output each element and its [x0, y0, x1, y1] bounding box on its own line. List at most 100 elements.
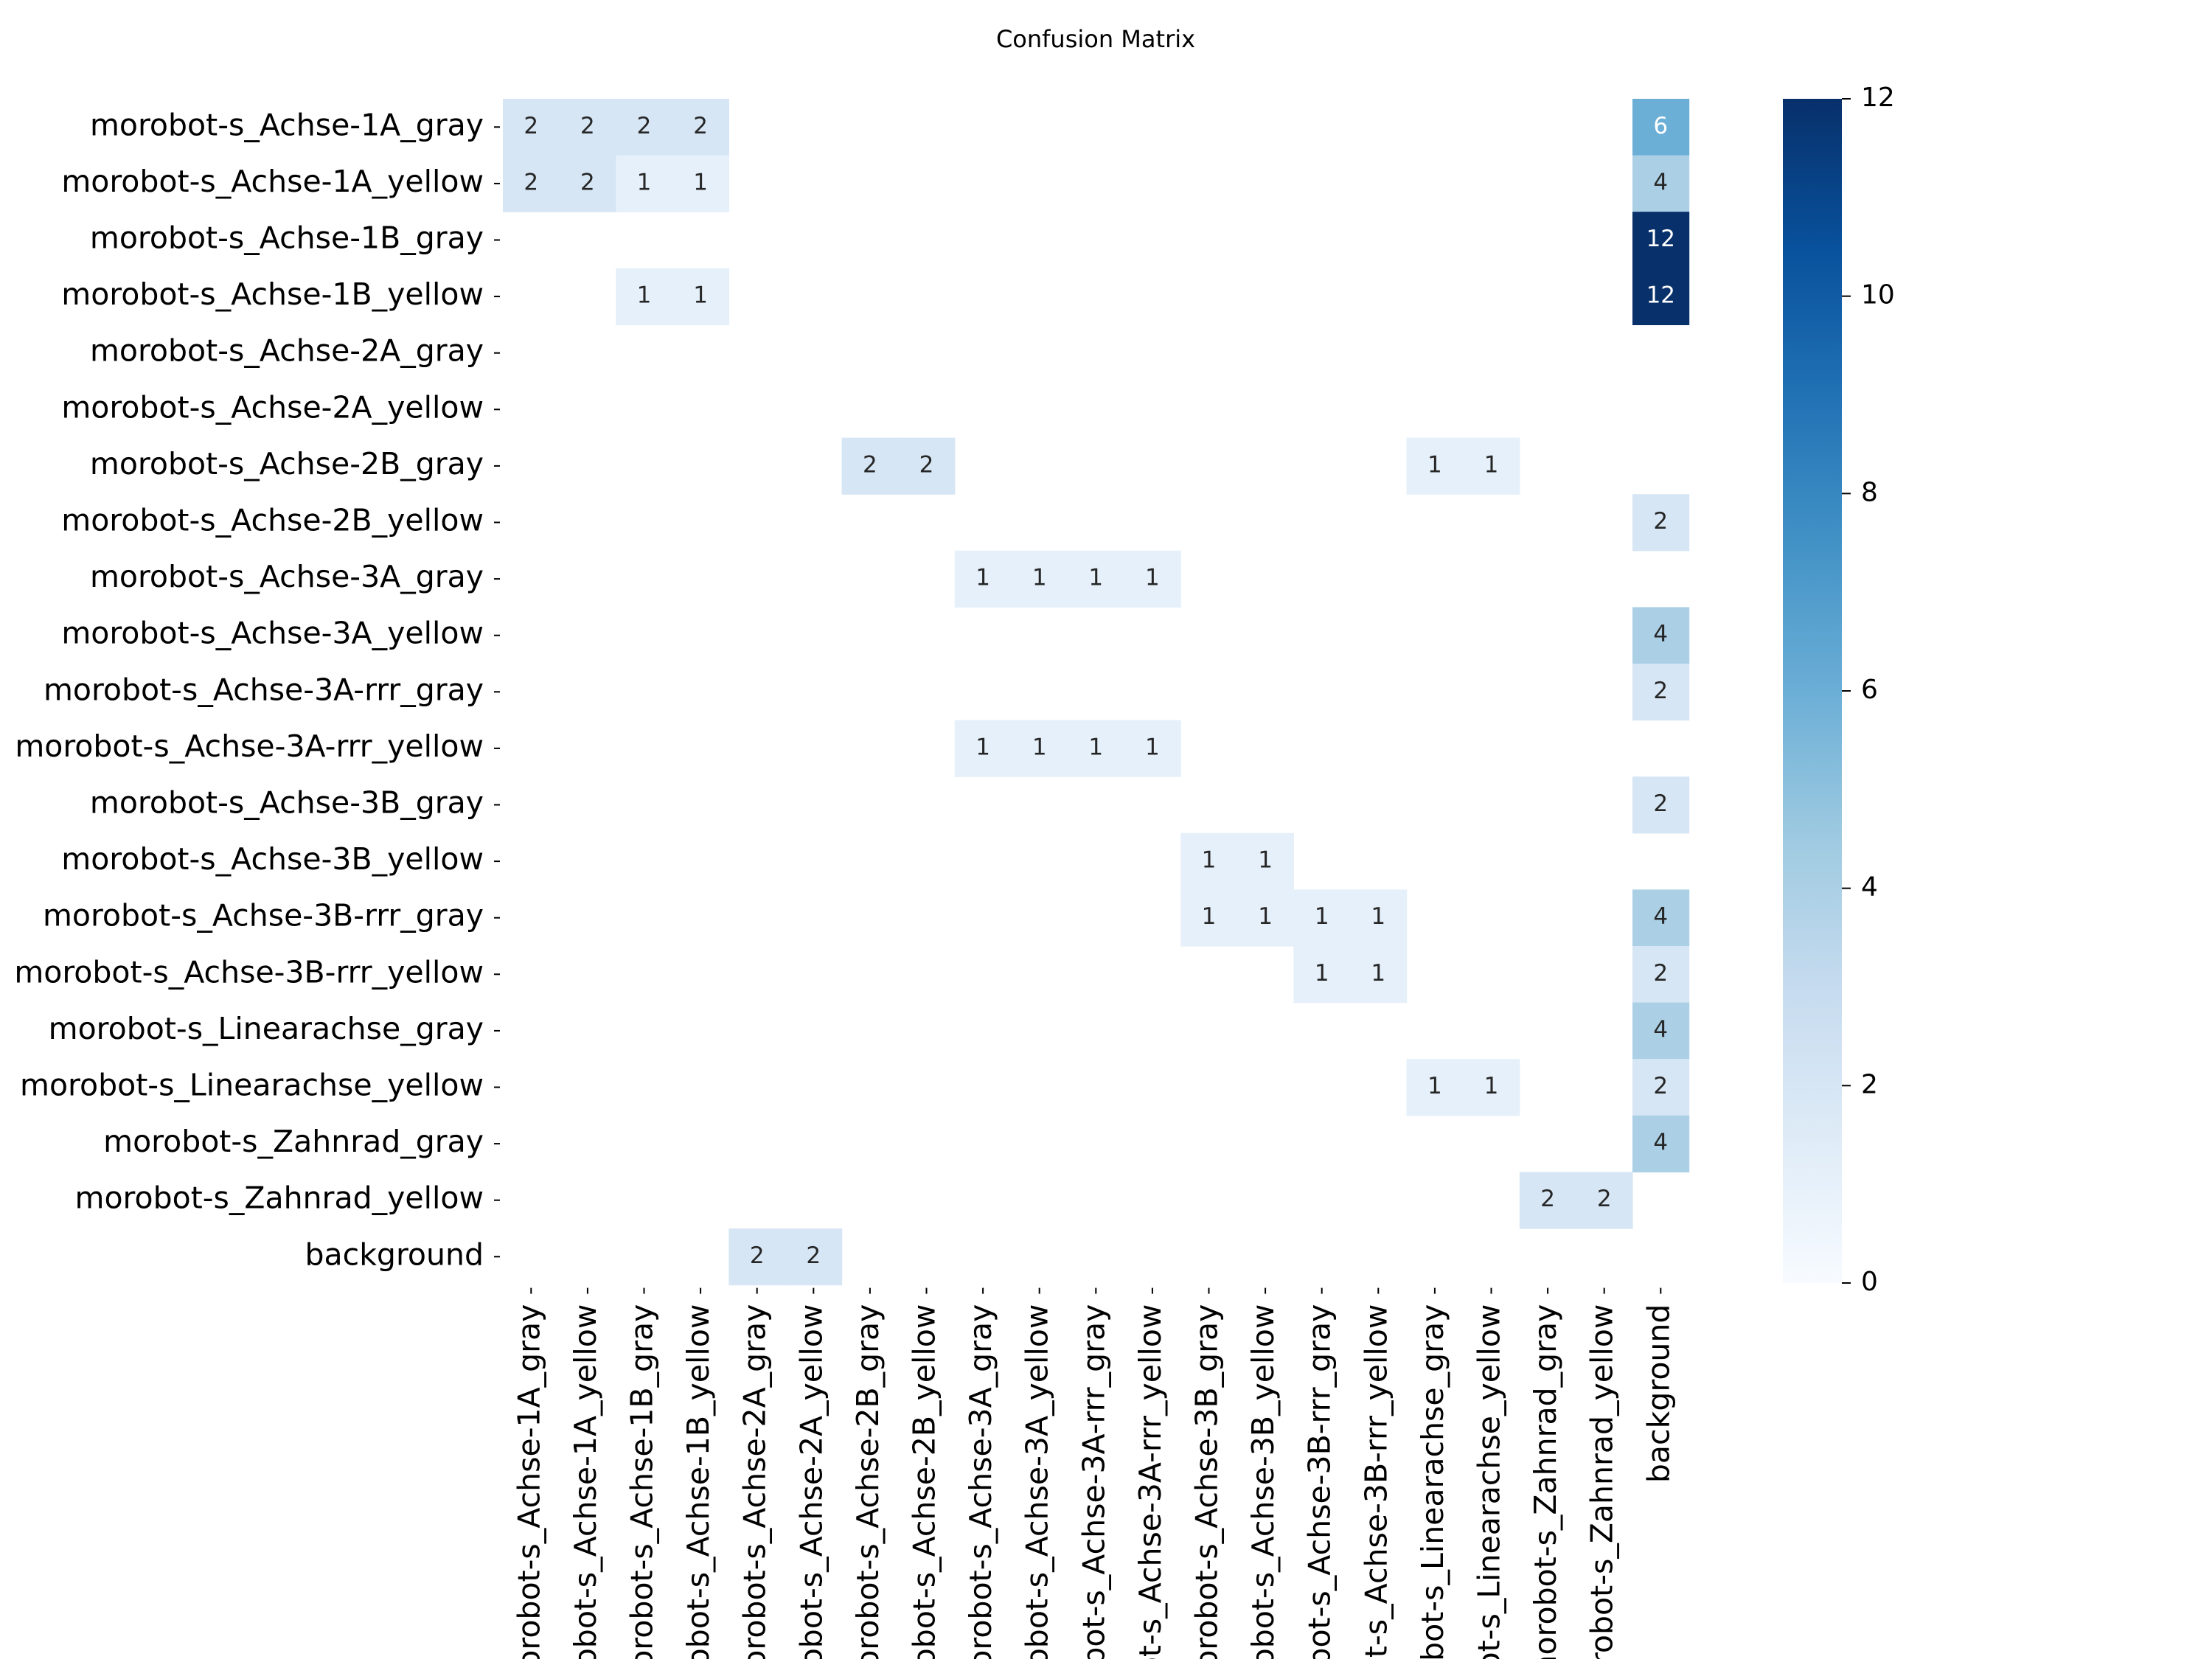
colorbar-tick-label: 12: [1861, 83, 1895, 113]
heatmap-cell: [559, 99, 616, 156]
colorbar-gradient: [1783, 99, 1842, 1283]
column-tick-label: morobot-s_Achse-2A_yellow: [793, 1304, 829, 1659]
heatmap-cell: [1632, 664, 1690, 721]
cell-value-label: 1: [1371, 960, 1385, 987]
heatmap-cell: [672, 268, 729, 325]
heatmap-cell: [1011, 550, 1068, 608]
column-tick-label: morobot-s_Achse-3A-rrr_gray: [1076, 1304, 1111, 1659]
row-tick-label: morobot-s_Achse-1B_gray: [90, 220, 484, 256]
cell-value-label: 4: [1653, 903, 1668, 930]
heatmap-cell: [954, 550, 1012, 608]
row-tick-label: morobot-s_Achse-1A_gray: [90, 107, 484, 142]
cell-value-label: 4: [1653, 621, 1668, 647]
column-tick-label: morobot-s_Achse-1B_gray: [625, 1304, 660, 1659]
heatmap-cell: [1632, 946, 1690, 1004]
heatmap-cell: [1632, 776, 1690, 834]
column-tick-label: morobot-s_Achse-3A_gray: [963, 1304, 998, 1659]
heatmap-cell: [1180, 832, 1238, 890]
column-tick-label: morobot-s_Achse-3B-rrr_gray: [1302, 1304, 1338, 1659]
cell-value-label: 2: [524, 113, 538, 139]
heatmap-cell: [1632, 268, 1690, 325]
heatmap-cell: [1293, 946, 1351, 1004]
heatmap-cell: [1011, 720, 1068, 777]
cell-value-label: 12: [1646, 226, 1675, 252]
column-tick-label: morobot-s_Achse-3B_gray: [1189, 1304, 1225, 1659]
cell-value-label: 2: [806, 1242, 821, 1269]
heatmap-cell: [1632, 212, 1690, 269]
heatmap-cell: [1632, 607, 1690, 664]
row-tick-label: background: [305, 1237, 484, 1272]
heatmap-cell: [728, 1228, 786, 1286]
heatmap-cell: [898, 437, 956, 495]
heatmap-cell: [1237, 832, 1294, 890]
heatmap-cell: [616, 99, 673, 156]
column-tick-label: morobot-s_Achse-3A-rrr_yellow: [1133, 1304, 1168, 1659]
row-tick-label: morobot-s_Linearachse_gray: [49, 1011, 484, 1046]
heatmap-cell: [1632, 99, 1690, 156]
heatmap-cell: [1632, 1002, 1690, 1060]
row-tick-label: morobot-s_Achse-3B-rrr_gray: [43, 898, 484, 933]
cell-value-label: 1: [1371, 903, 1385, 930]
row-tick-label: morobot-s_Achse-3A-rrr_gray: [44, 672, 484, 707]
row-axis: morobot-s_Achse-1A_gray morobot-s_Achse-1…: [14, 107, 500, 1272]
colorbar: 0 2 4 6 8 10 12: [1783, 83, 1895, 1297]
cell-value-label: 1: [637, 169, 652, 195]
column-tick-label: morobot-s_Zahnrad_yellow: [1585, 1304, 1620, 1659]
colorbar-tick-label: 10: [1861, 280, 1895, 310]
cell-value-label: 2: [1653, 1073, 1668, 1099]
cell-value-label: 1: [1145, 565, 1160, 591]
cell-value-label: 2: [524, 169, 538, 195]
cell-value-label: 2: [1653, 790, 1668, 817]
heatmap-cell: [503, 155, 560, 212]
colorbar-tick-label: 8: [1861, 477, 1878, 507]
heatmap-cell: [1124, 550, 1181, 608]
heatmap-cell: [1463, 1059, 1520, 1116]
column-tick-label: morobot-s_Achse-1A_gray: [511, 1304, 546, 1659]
heatmap-cell: [841, 437, 899, 495]
colorbar-tick-label: 6: [1861, 675, 1878, 705]
column-tick-label: morobot-s_Achse-2A_gray: [737, 1304, 773, 1659]
heatmap-cell: [616, 155, 673, 212]
cell-value-label: 4: [1653, 169, 1668, 195]
heatmap-cell: [616, 268, 673, 325]
cell-value-label: 2: [750, 1242, 765, 1269]
heatmap-cell: [1068, 550, 1125, 608]
heatmap-cell: [1519, 1172, 1576, 1229]
cell-value-label: 4: [1653, 1130, 1668, 1156]
heatmap-cell: [1124, 720, 1181, 777]
row-tick-label: morobot-s_Achse-3A_gray: [90, 559, 484, 594]
column-tick-label: morobot-s_Achse-3B-rrr_yellow: [1358, 1304, 1394, 1659]
heatmap-cell: [559, 155, 616, 212]
column-tick-label: morobot-s_Achse-1B_yellow: [681, 1304, 716, 1659]
row-tick-label: morobot-s_Achse-3B_gray: [90, 785, 484, 821]
cell-value-label: 2: [1653, 678, 1668, 704]
heatmap-cell: [1350, 946, 1408, 1004]
cell-value-label: 2: [1653, 960, 1668, 987]
cell-value-label: 1: [975, 565, 990, 591]
heatmap-cell: [1632, 1059, 1690, 1116]
heatmap-cell: [954, 720, 1012, 777]
cell-value-label: 1: [1484, 451, 1499, 478]
heatmap-cells: [503, 99, 1690, 1286]
column-tick-label: morobot-s_Linearachse_yellow: [1472, 1304, 1507, 1659]
cell-value-label: 1: [1427, 451, 1442, 478]
column-tick-label: morobot-s_Achse-3B_yellow: [1245, 1304, 1281, 1659]
row-tick-label: morobot-s_Achse-1A_yellow: [61, 164, 484, 199]
cell-value-label: 1: [1315, 903, 1329, 930]
heatmap-cell: [1180, 889, 1238, 947]
cell-value-label: 4: [1653, 1016, 1668, 1043]
column-tick-label: morobot-s_Achse-2B_yellow: [907, 1304, 942, 1659]
row-tick-label: morobot-s_Achse-3B-rrr_yellow: [14, 954, 484, 990]
cell-value-label: 1: [1427, 1073, 1442, 1099]
cell-value-label: 1: [1258, 847, 1273, 874]
chart-title: Confusion Matrix: [996, 25, 1195, 53]
cell-value-label: 6: [1653, 113, 1668, 139]
cell-value-label: 12: [1646, 282, 1675, 309]
column-tick-label: morobot-s_Zahnrad_gray: [1528, 1304, 1563, 1659]
heatmap-cell: [503, 99, 560, 156]
cell-value-label: 1: [1145, 734, 1160, 760]
row-tick-label: morobot-s_Achse-3A-rrr_yellow: [15, 729, 484, 764]
cell-value-label: 2: [1653, 508, 1668, 535]
row-tick-label: morobot-s_Achse-1B_yellow: [61, 277, 484, 312]
